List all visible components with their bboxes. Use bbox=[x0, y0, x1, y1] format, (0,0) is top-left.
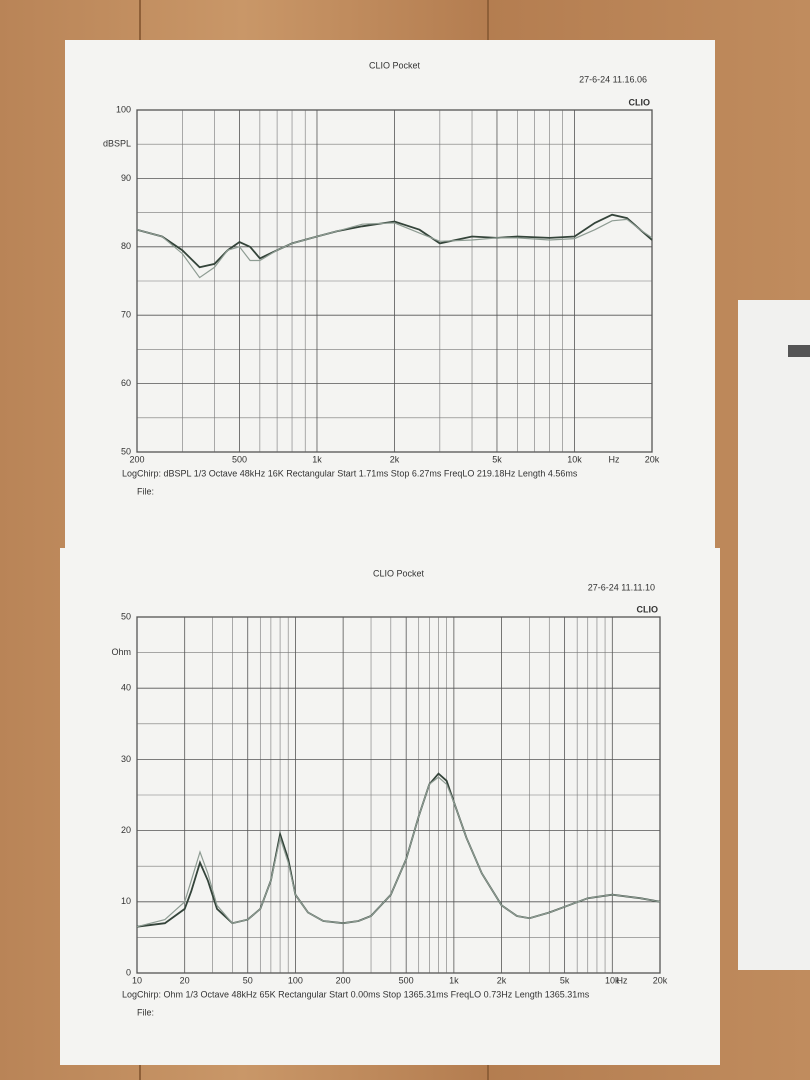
x-tick-label: 20k bbox=[653, 975, 668, 985]
x-tick-label: 1k bbox=[449, 975, 459, 985]
y-axis-label: dBSPL bbox=[103, 139, 131, 149]
x-tick-label: 5k bbox=[560, 975, 570, 985]
x-tick-label: 2k bbox=[390, 454, 400, 464]
footer: LogChirp: Ohm 1/3 Octave 48kHz 65K Recta… bbox=[122, 989, 590, 999]
paper-sheet bbox=[65, 40, 715, 550]
y-tick-label: 100 bbox=[116, 104, 131, 114]
data-line bbox=[136, 213, 653, 269]
paper-sheet bbox=[60, 548, 720, 1065]
y-tick-label: 0 bbox=[126, 967, 131, 977]
y-tick-label: 60 bbox=[121, 378, 131, 388]
y-tick-label: 50 bbox=[121, 446, 131, 456]
data-line bbox=[136, 776, 661, 928]
x-tick-label: 50 bbox=[243, 975, 253, 985]
x-tick-label: 2k bbox=[497, 975, 507, 985]
file-label: File: bbox=[137, 486, 154, 496]
y-tick-label: 90 bbox=[121, 173, 131, 183]
x-tick-label: 10k bbox=[567, 454, 582, 464]
y-tick-label: 80 bbox=[121, 241, 131, 251]
x-unit-label: Hz bbox=[617, 975, 628, 985]
chart-title: CLIO Pocket bbox=[373, 568, 425, 578]
x-tick-label: 200 bbox=[129, 454, 144, 464]
chart-title: CLIO Pocket bbox=[369, 60, 421, 70]
x-tick-label: 5k bbox=[492, 454, 502, 464]
y-tick-label: 70 bbox=[121, 310, 131, 320]
x-tick-label: 10k bbox=[605, 975, 620, 985]
logo: CLIO bbox=[637, 604, 659, 614]
timestamp: 27-6-24 11.16.06 bbox=[579, 74, 647, 84]
y-tick-label: 30 bbox=[121, 754, 131, 764]
x-tick-label: 20k bbox=[645, 454, 660, 464]
footer: LogChirp: dBSPL 1/3 Octave 48kHz 16K Rec… bbox=[122, 468, 578, 478]
x-tick-label: 100 bbox=[288, 975, 303, 985]
y-tick-label: 20 bbox=[121, 825, 131, 835]
x-tick-label: 200 bbox=[336, 975, 351, 985]
x-tick-label: 10 bbox=[132, 975, 142, 985]
data-line bbox=[136, 218, 653, 279]
logo: CLIO bbox=[629, 97, 651, 107]
x-tick-label: 1k bbox=[312, 454, 322, 464]
paper-strip bbox=[738, 300, 810, 970]
file-label: File: bbox=[137, 1007, 154, 1017]
paper-strip-mark bbox=[788, 345, 810, 357]
timestamp: 27-6-24 11.11.10 bbox=[588, 582, 655, 592]
y-tick-label: 40 bbox=[121, 683, 131, 693]
y-tick-label: 10 bbox=[121, 896, 131, 906]
x-unit-label: Hz bbox=[609, 454, 620, 464]
x-tick-label: 20 bbox=[180, 975, 190, 985]
x-tick-label: 500 bbox=[232, 454, 247, 464]
y-axis-label: Ohm bbox=[111, 647, 131, 657]
x-tick-label: 500 bbox=[399, 975, 414, 985]
y-tick-label: 50 bbox=[121, 611, 131, 621]
